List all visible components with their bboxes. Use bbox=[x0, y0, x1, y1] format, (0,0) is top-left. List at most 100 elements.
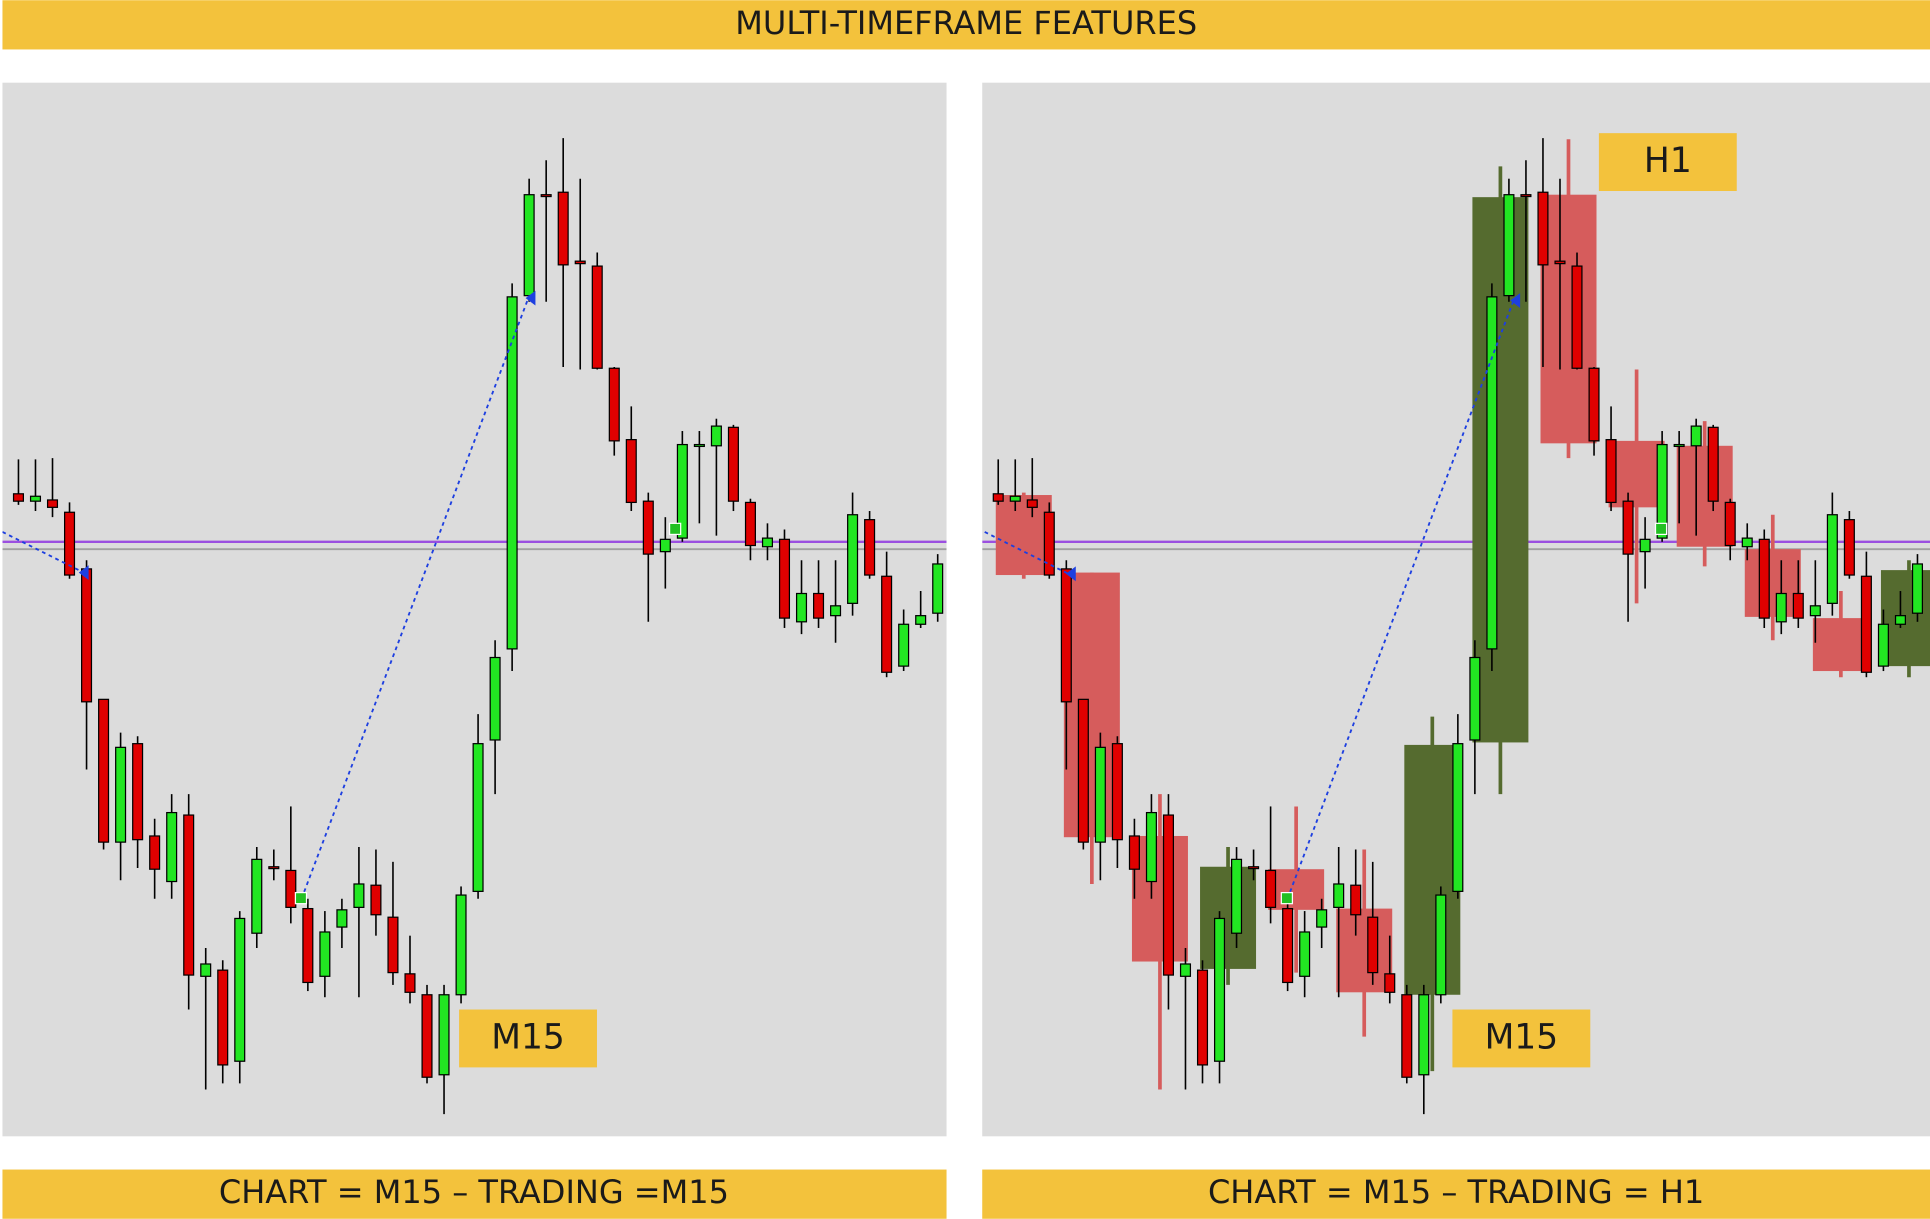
h1-body bbox=[1404, 744, 1461, 995]
candle-body bbox=[1384, 973, 1396, 993]
candle-body bbox=[1571, 265, 1583, 369]
candle-body bbox=[830, 605, 842, 617]
candle-body bbox=[1196, 969, 1209, 1066]
candle-body bbox=[353, 883, 365, 908]
candle-body bbox=[1690, 425, 1702, 447]
candle-body bbox=[302, 907, 314, 984]
trade-arrow bbox=[525, 290, 536, 306]
trade-marker bbox=[668, 522, 682, 536]
candle-body bbox=[676, 443, 688, 539]
candle-body bbox=[217, 969, 229, 1066]
trade-arrow bbox=[1510, 293, 1521, 308]
candle-body bbox=[472, 743, 484, 892]
candle-body bbox=[81, 568, 93, 703]
candle-body bbox=[1809, 605, 1821, 617]
candle-body bbox=[523, 194, 535, 297]
candle-body bbox=[12, 493, 25, 502]
candle-body bbox=[744, 501, 756, 547]
candle-body bbox=[557, 191, 569, 266]
candle-body bbox=[115, 746, 127, 843]
candle-body bbox=[813, 592, 825, 619]
candle-body bbox=[404, 973, 416, 993]
chart-panel: CHART = M15 – TRADING = H1 bbox=[982, 82, 1930, 1219]
trade-marker bbox=[1280, 891, 1294, 905]
candle-body bbox=[1826, 514, 1838, 604]
trade-marker bbox=[1654, 522, 1668, 536]
candle-body bbox=[506, 296, 518, 650]
candle-body bbox=[1265, 869, 1277, 908]
header-title: MULTI-TIMEFRAME FEATURES bbox=[735, 4, 1197, 42]
candle-body bbox=[540, 194, 552, 198]
candle-body bbox=[1435, 894, 1447, 996]
candle-body bbox=[1333, 883, 1345, 908]
timeframe-label: H1 bbox=[1644, 141, 1692, 181]
candle-body bbox=[881, 575, 893, 673]
candle-body bbox=[1077, 698, 1089, 843]
candle-body bbox=[625, 439, 637, 504]
candle-body bbox=[1605, 439, 1617, 504]
candle-body bbox=[1537, 191, 1549, 266]
timeframe-label: M15 bbox=[491, 1018, 565, 1058]
candle-body bbox=[1775, 592, 1787, 623]
candle-body bbox=[1741, 537, 1753, 548]
h1-body bbox=[1336, 908, 1393, 993]
candle-body bbox=[710, 425, 722, 447]
candle-body bbox=[1622, 500, 1634, 555]
caption-banner bbox=[982, 1169, 1930, 1219]
timeframe-tags: M15 H1 M15 bbox=[459, 133, 1737, 1068]
h1-body bbox=[995, 495, 1052, 576]
candle-body bbox=[693, 443, 705, 448]
timeframe-tag bbox=[459, 1009, 597, 1068]
candle-body bbox=[1639, 538, 1651, 553]
trade-lines bbox=[984, 293, 1668, 905]
candle-body bbox=[455, 894, 467, 996]
candle-body bbox=[1707, 426, 1719, 502]
candle-body bbox=[864, 519, 876, 576]
candle-body bbox=[1894, 615, 1906, 625]
candle-body bbox=[1469, 656, 1481, 741]
candle-body bbox=[847, 514, 859, 604]
candle-body bbox=[608, 367, 620, 442]
candle-body bbox=[1367, 916, 1379, 974]
candle-body bbox=[251, 858, 263, 934]
candle-body bbox=[761, 537, 774, 548]
candle-body bbox=[932, 563, 944, 614]
trade-line bbox=[1286, 298, 1515, 900]
h1-body bbox=[1472, 197, 1529, 743]
trade-arrow bbox=[1065, 566, 1076, 582]
trade-line bbox=[984, 531, 1069, 575]
candle-body bbox=[1911, 563, 1924, 614]
candle-body bbox=[898, 623, 910, 667]
candle-body bbox=[1162, 814, 1175, 976]
candles bbox=[992, 138, 1930, 1115]
candle-body bbox=[336, 909, 348, 928]
trade-arrow bbox=[78, 565, 89, 580]
candle-body bbox=[46, 499, 59, 508]
candle-body bbox=[795, 592, 808, 623]
candle-body bbox=[1401, 994, 1413, 1078]
candle-body bbox=[1009, 495, 1021, 502]
candle-body bbox=[1843, 519, 1855, 576]
candle-body bbox=[1860, 575, 1872, 673]
candle-body bbox=[1145, 811, 1157, 883]
candle-body bbox=[1350, 884, 1362, 916]
candle-body bbox=[1724, 501, 1736, 547]
candle-body bbox=[1792, 592, 1804, 619]
timeframe-label: M15 bbox=[1485, 1018, 1559, 1058]
candle-body bbox=[1111, 743, 1123, 841]
chart-panel: CHART = M15 – TRADING =M15 bbox=[2, 82, 947, 1219]
candle-body bbox=[200, 963, 212, 977]
candle-body bbox=[1043, 511, 1055, 576]
h1-body bbox=[1812, 618, 1869, 672]
h1-body bbox=[1540, 194, 1597, 444]
candle-body bbox=[659, 538, 671, 553]
candle-body bbox=[183, 814, 195, 976]
candle-body bbox=[1588, 367, 1600, 442]
candle-body bbox=[489, 656, 501, 741]
candle-body bbox=[1213, 917, 1226, 1062]
candle-body bbox=[727, 426, 739, 502]
candle-body bbox=[268, 866, 280, 870]
h1-body bbox=[1063, 572, 1120, 838]
candle-body bbox=[642, 500, 654, 555]
